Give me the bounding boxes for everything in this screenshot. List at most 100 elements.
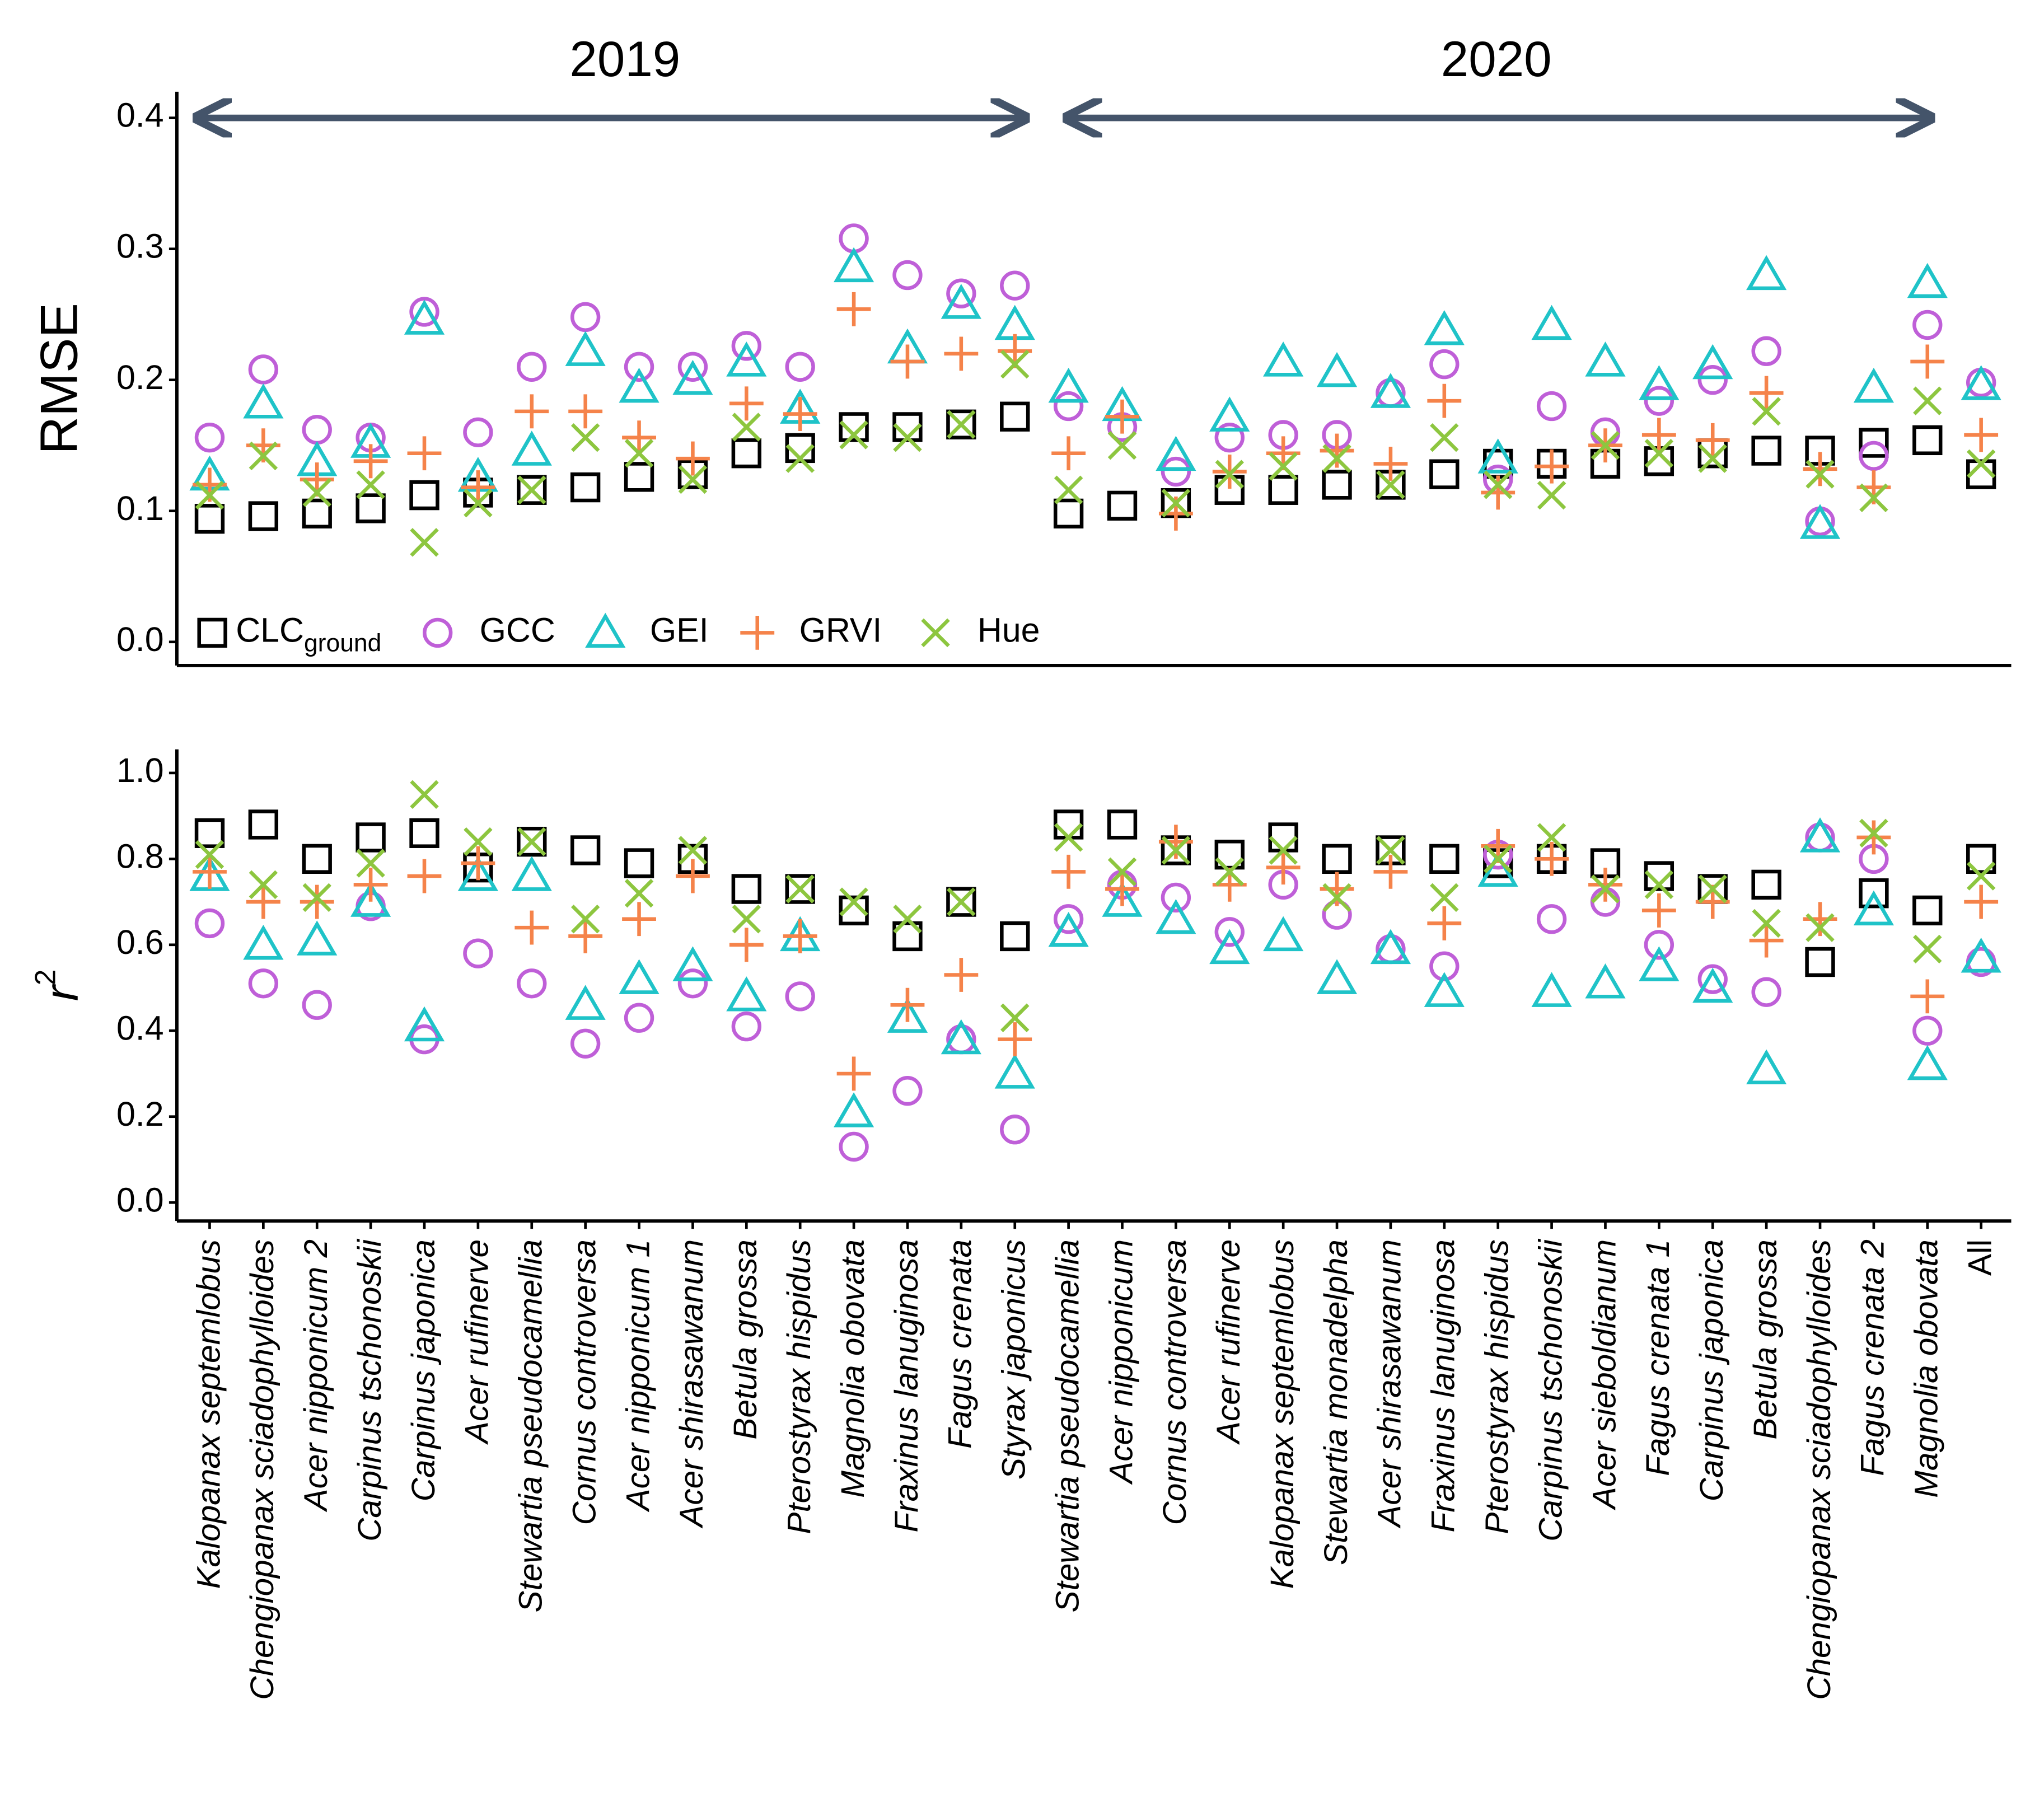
marker-circle [517,352,547,382]
marker-plus [890,344,925,379]
marker-plus [675,441,710,476]
marker-cross [678,836,708,865]
marker-triangle [189,856,230,891]
marker-circle [1214,422,1245,453]
marker-plus [1964,884,1999,919]
marker-plus [514,910,549,945]
marker-plus [1105,399,1139,434]
y-tick-label: 0.0 [116,620,164,658]
x-tick-label: Fraxinus lanuginosa [888,1239,925,1533]
marker-triangle [1156,898,1196,934]
marker-circle [1751,977,1781,1007]
legend-label: GEI [650,611,709,649]
marker-square [892,921,923,952]
marker-triangle [619,959,659,994]
marker-plus [514,394,549,429]
marker-circle [570,302,601,333]
marker-cross [302,883,331,912]
marker-cross [1806,913,1835,942]
marker-triangle [994,1054,1035,1089]
y-tick-label: 0.3 [116,227,164,265]
marker-triangle [994,305,1035,340]
marker-triangle [726,976,767,1012]
x-tick-label: Pterostyrax hispidus [781,1239,817,1534]
marker-plus [461,470,495,505]
marker-triangle [1156,436,1196,471]
marker-triangle [1799,817,1841,853]
x-tick-label: Betula grossa [727,1239,764,1440]
marker-triangle [243,383,284,419]
marker-square [1966,459,1996,489]
marker-square [839,895,869,926]
marker-triangle [1961,365,2001,400]
x-tick-label: Chengiopanax sciadophylloides [1801,1239,1837,1700]
x-tick-label: Fagus crenata [942,1239,979,1449]
legend-text: GEI [650,611,709,649]
marker-square [409,480,439,511]
marker-plus [1158,825,1193,859]
marker-plus [1641,418,1676,452]
marker-cross [356,849,385,878]
marker-circle [1429,951,1460,981]
marker-triangle [565,985,606,1020]
marker-plus [568,919,603,953]
marker-triangle [1477,851,1518,887]
marker-square [892,412,923,442]
marker-circle [1697,365,1728,395]
marker-triangle [1907,263,1948,298]
marker-circle [785,352,815,382]
y-tick-label: 0.1 [116,489,164,527]
marker-square [1107,490,1138,521]
marker-circle [1000,270,1030,301]
marker-cross [1376,470,1405,499]
marker-triangle [1746,1049,1787,1084]
marker-plus [836,1056,871,1091]
marker-plus [1320,433,1354,468]
x-tick-label: Styrax japonicus [996,1239,1032,1480]
marker-triangle [1424,972,1465,1007]
marker-square [946,887,976,917]
x-tick-label: Cornus controversa [1157,1239,1193,1525]
marker-triangle [1531,305,1572,340]
y-tick-label: 0.8 [116,837,164,875]
marker-cross [570,423,600,452]
marker-circle [194,422,225,453]
marker-square [1429,459,1460,489]
x-tick-label: Carpinus japonica [1694,1239,1730,1501]
marker-cross [893,905,922,934]
x-tick-label: Carpinus japonica [405,1239,442,1501]
x-tick-label: Fagus crenata 2 [1855,1239,1891,1476]
x-tick-label: Acer sieboldianum [1586,1239,1622,1510]
marker-circle [892,260,923,291]
marker-triangle [1048,911,1089,947]
marker-plus [944,958,979,992]
marker-triangle [1209,396,1250,432]
marker-cross [1698,874,1727,904]
x-tick-label: Chengiopanax sciadophylloides [244,1239,280,1700]
marker-cross [249,870,278,900]
marker-cross [1269,836,1298,865]
marker-cross [570,905,600,934]
marker-cross [1107,430,1137,460]
marker-cross [195,480,224,510]
marker-plus [1373,854,1408,889]
marker-plus [407,859,442,893]
marker-cross [1806,460,1835,489]
marker-cross [1000,349,1030,379]
marker-triangle [457,856,498,891]
marker-cross [1161,488,1191,518]
period-label: 2019 [569,31,680,87]
marker-square [839,412,869,442]
y-label-superscript: 2 [29,970,61,986]
marker-square [1322,470,1352,500]
x-tick-label: Fagus crenata 1 [1640,1239,1676,1476]
y-tick-label: 0.0 [116,1181,164,1219]
marker-circle [463,417,493,447]
marker-triangle [672,946,713,981]
legend-text: GCC [480,611,555,649]
marker-triangle [1907,1045,1948,1080]
marker-square [1429,844,1460,874]
marker-square [356,822,386,853]
marker-plus [1320,872,1354,906]
marker-circle [302,990,332,1020]
